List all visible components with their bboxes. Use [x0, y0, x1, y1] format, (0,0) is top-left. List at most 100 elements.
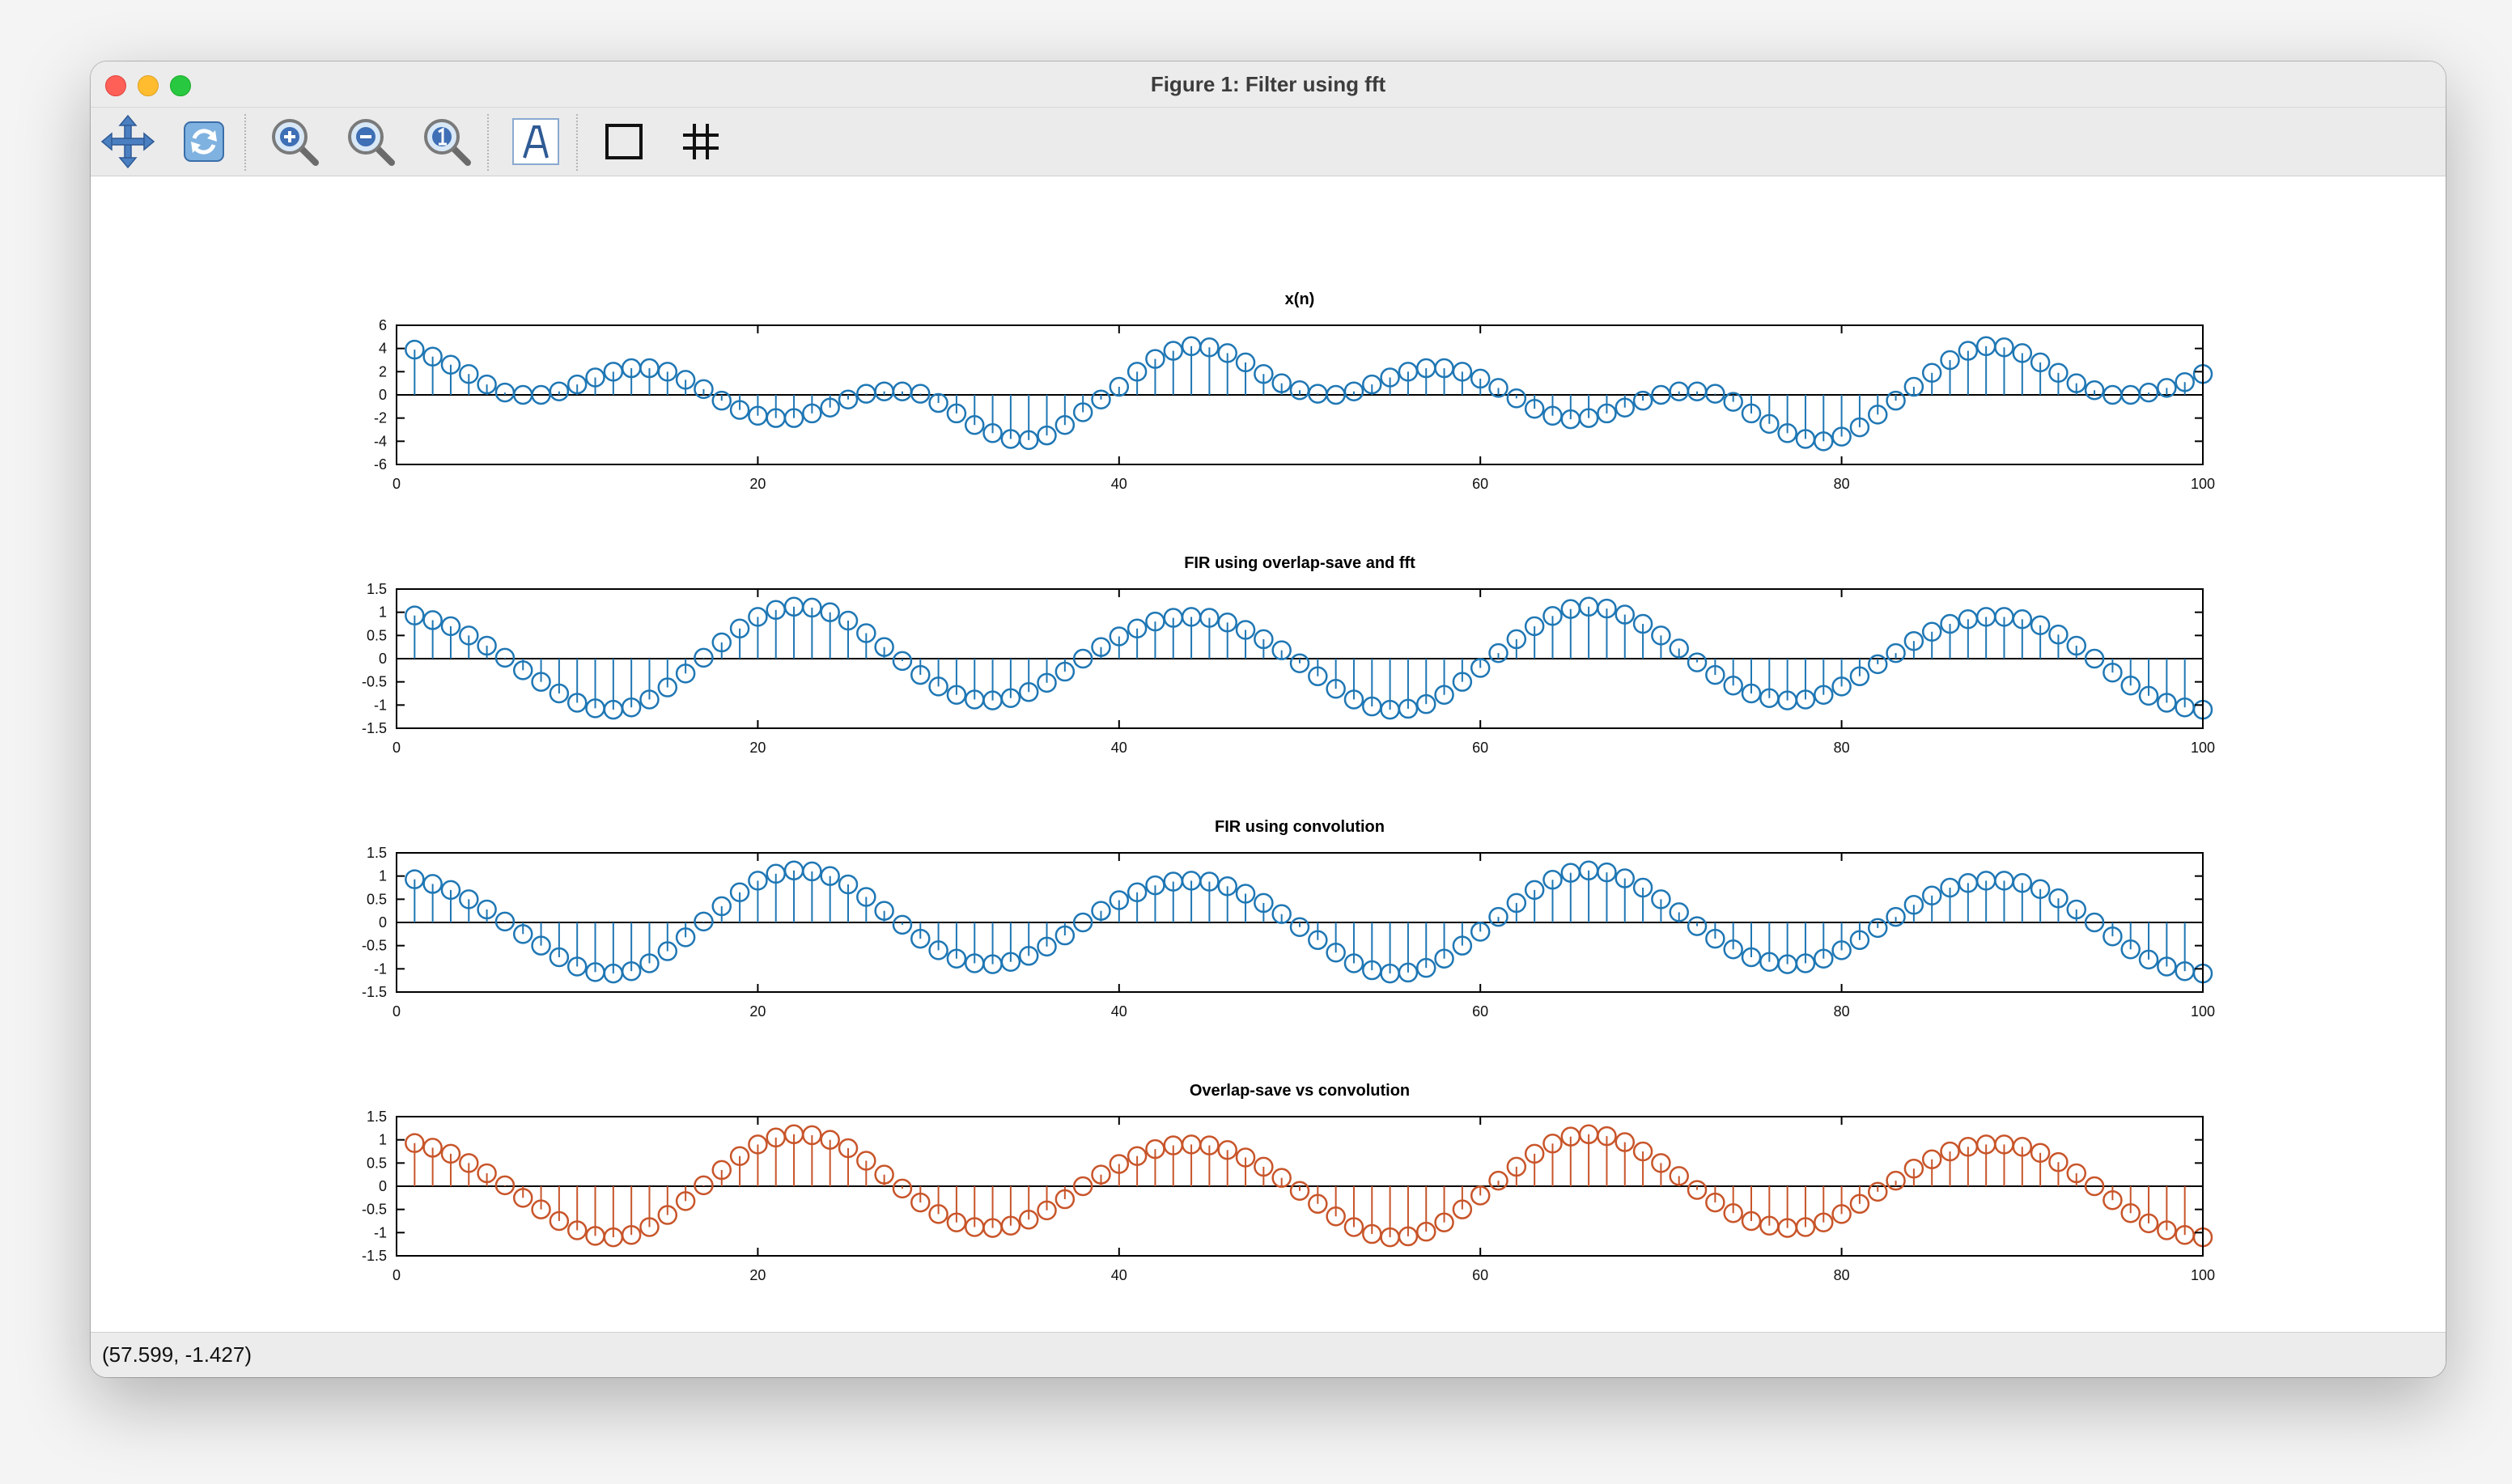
stem-marker — [1452, 935, 1473, 956]
stem-marker — [1994, 337, 2014, 358]
grid-button[interactable] — [672, 112, 730, 171]
zoom-in-button[interactable] — [265, 112, 324, 171]
zoom-window-button[interactable] — [170, 75, 191, 96]
stem-marker — [2084, 912, 2105, 933]
stem-marker — [1199, 337, 1220, 358]
text-button[interactable] — [507, 112, 565, 171]
stem-marker — [838, 389, 859, 409]
stem-marker — [1669, 638, 1689, 659]
stem-marker — [2066, 373, 2087, 393]
stem-marker — [2012, 343, 2033, 363]
stem-marker — [1524, 1143, 1545, 1164]
stem-marker — [2048, 888, 2069, 909]
toolbar-separator — [244, 114, 246, 171]
stem-marker — [1795, 953, 1816, 973]
stem-marker — [1415, 693, 1436, 714]
stem-marker — [1271, 640, 1292, 660]
stem-marker — [2048, 624, 2069, 645]
stem-marker — [440, 1143, 461, 1164]
stem-marker — [928, 1204, 948, 1224]
x-tick-label: 0 — [392, 740, 401, 756]
y-tick-label: 0.5 — [367, 891, 387, 907]
y-tick-label: 0.5 — [367, 1155, 387, 1171]
stem-marker — [2084, 380, 2105, 401]
stem-marker — [1054, 661, 1076, 682]
stem-marker — [1217, 1140, 1237, 1160]
subplot-title: FIR using convolution — [1215, 818, 1385, 836]
stem-marker — [1814, 431, 1834, 452]
stem-marker — [477, 1163, 497, 1184]
stem-marker — [946, 1212, 967, 1232]
subplot-4: Overlap-save vs convolution 0 20 40 60 80 100 1… — [362, 1082, 2215, 1283]
stem-marker — [1434, 1212, 1454, 1232]
figure-window: Figure 1: Filter using fft — [91, 61, 2446, 1377]
zoom-out-button[interactable] — [342, 112, 400, 171]
x-tick-label: 100 — [2191, 1003, 2215, 1020]
stem-marker — [494, 1175, 516, 1196]
stem-marker — [405, 869, 425, 889]
stem-marker — [1506, 388, 1527, 409]
stem-marker — [2012, 1137, 2033, 1157]
stem-marker — [1434, 948, 1454, 969]
stem-marker — [711, 1160, 732, 1181]
stem-marker — [1814, 948, 1834, 969]
stem-marker — [2138, 685, 2159, 706]
y-tick-label: 1.5 — [367, 581, 387, 597]
stem-marker — [1831, 940, 1852, 960]
stem-marker — [2157, 693, 2177, 713]
subplot-title: Overlap-save vs convolution — [1190, 1082, 1410, 1100]
stem-marker — [711, 896, 732, 917]
toolbar-separator — [576, 114, 578, 171]
stem-marker — [657, 362, 678, 382]
stem-marker — [566, 956, 588, 977]
y-tick-label: 0 — [379, 1178, 387, 1194]
stem-marker — [1037, 936, 1057, 957]
stem-marker — [928, 392, 948, 413]
stem-marker — [675, 664, 696, 684]
stem-marker — [1705, 1192, 1725, 1213]
stem-marker — [566, 374, 588, 395]
stem-marker — [1109, 626, 1130, 647]
stem-marker — [1615, 868, 1636, 888]
stem-marker — [1921, 885, 1942, 905]
stem-marker — [1054, 1189, 1076, 1210]
stem-marker — [1415, 957, 1436, 978]
stem-marker — [549, 1211, 570, 1232]
stem-marker — [1669, 1166, 1689, 1186]
stem-marker — [1723, 1203, 1743, 1223]
stem-marker — [1597, 1126, 1617, 1147]
stem-marker — [1632, 1141, 1653, 1162]
stem-marker — [1235, 1147, 1256, 1168]
x-tick-label: 80 — [1834, 1003, 1850, 1020]
stem-marker — [1615, 604, 1636, 625]
y-tick-label: -1 — [374, 960, 387, 977]
stem-marker — [729, 618, 750, 638]
stem-marker — [1072, 1176, 1093, 1197]
stem-marker — [1542, 1134, 1563, 1154]
pan-button[interactable] — [99, 112, 157, 171]
stem-marker — [711, 390, 732, 411]
stem-marker — [1831, 676, 1852, 697]
stem-marker — [2084, 648, 2105, 669]
stem-marker — [1886, 906, 1906, 927]
stem-marker — [1054, 415, 1076, 435]
stem-marker — [1705, 384, 1725, 404]
x-tick-label: 20 — [749, 1267, 766, 1283]
stem-marker — [1867, 1181, 1888, 1202]
stem-marker — [748, 607, 768, 627]
rotate-button[interactable] — [175, 112, 233, 171]
zoom-reset-button[interactable] — [418, 112, 476, 171]
stem-marker — [675, 1191, 696, 1211]
minimize-window-button[interactable] — [138, 75, 159, 96]
stem-marker — [1488, 906, 1508, 927]
stem-marker — [675, 370, 696, 390]
plot-area[interactable]: x(n) 0 20 40 60 80 100 6 4 2 0 -2 -4 -6 FIR using over… — [91, 176, 2446, 1332]
stem-marker — [1940, 613, 1960, 634]
box-button[interactable] — [596, 112, 654, 171]
stem-marker — [928, 676, 948, 697]
close-window-button[interactable] — [105, 75, 126, 96]
stem-marker — [2084, 1176, 2105, 1197]
stem-marker — [1921, 1149, 1942, 1169]
subplot-title: FIR using overlap-save and fft — [1184, 554, 1415, 572]
